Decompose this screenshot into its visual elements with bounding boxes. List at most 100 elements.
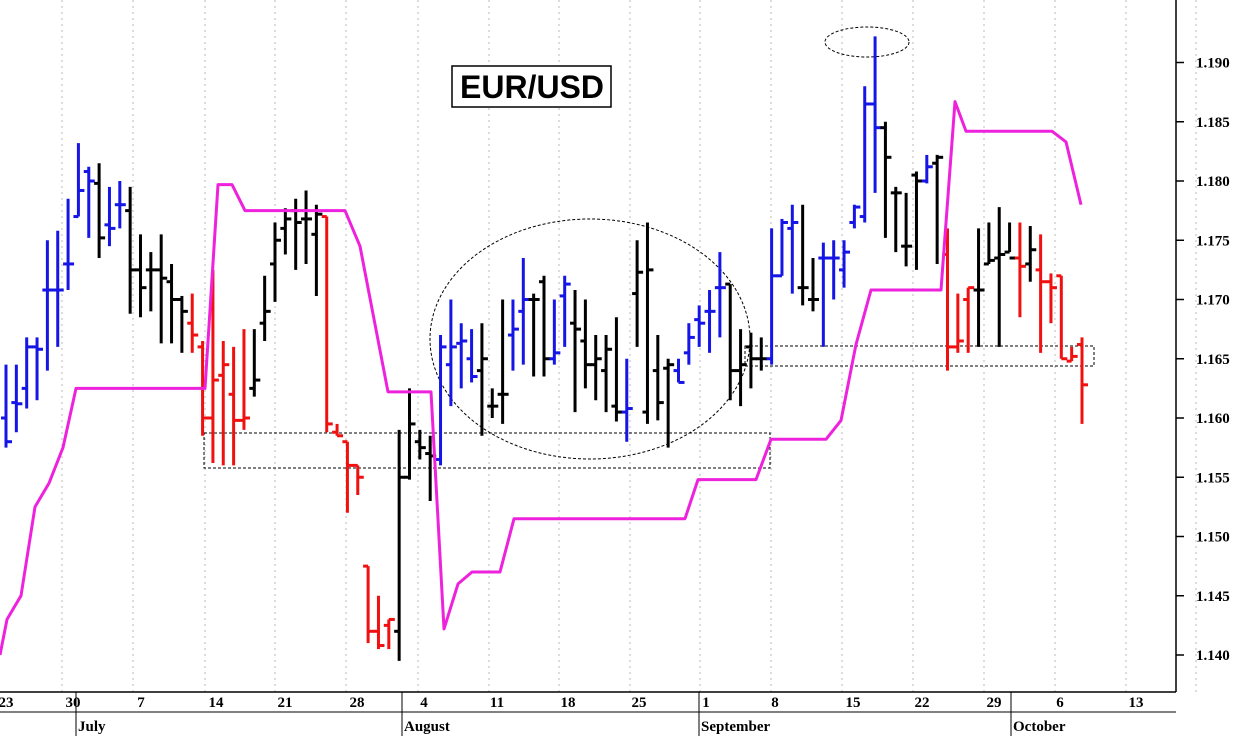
ohlc-bar [901, 192, 913, 267]
ohlc-bar [973, 228, 985, 347]
ohlc-bar [963, 286, 975, 353]
ohlc-bar [735, 329, 747, 407]
ohlc-bar [114, 181, 126, 229]
ohlc-bar [21, 337, 33, 409]
ohlc-bar [332, 423, 344, 438]
ohlc-bar [797, 204, 809, 306]
peak-ellipse [824, 26, 910, 58]
y-tick-label: 1.175 [1196, 233, 1230, 249]
ohlc-bar [714, 252, 726, 338]
ohlc-bar [176, 295, 188, 353]
x-tick-label: 8 [771, 695, 779, 711]
support-box-september [744, 345, 1095, 367]
ohlc-bar [1, 364, 12, 448]
ohlc-bar [166, 263, 178, 344]
y-tick-labels: 1.140 1.145 1.150 1.155 1.160 1.165 1.170 1.175… [1176, 56, 1230, 664]
ohlc-bar [301, 190, 313, 264]
ohlc-bar [870, 36, 882, 193]
ohlc-bar [238, 329, 250, 430]
y-tick-label: 1.150 [1196, 530, 1230, 546]
x-tick-label: 30 [66, 695, 81, 711]
ohlc-bar [911, 171, 923, 270]
ohlc-bar [228, 346, 240, 466]
support-box-august [203, 432, 771, 469]
x-tick-label: 14 [209, 695, 225, 711]
ohlc-bar [94, 163, 106, 259]
ohlc-bar [1004, 222, 1016, 260]
ohlc-bar [570, 290, 582, 413]
ohlc-bar [311, 204, 323, 296]
y-tick-label: 1.160 [1196, 411, 1230, 427]
ohlc-bar [456, 323, 468, 389]
month-labels: July August September October [75, 692, 1066, 736]
ohlc-bar [828, 240, 840, 300]
ohlc-bar [528, 293, 540, 377]
ohlc-bar [270, 222, 281, 302]
ohlc-bar [766, 228, 778, 365]
ohlc-bar [42, 240, 54, 371]
ohlc-bar [83, 166, 95, 238]
x-tick-label: 15 [846, 695, 861, 711]
y-tick-label: 1.155 [1196, 470, 1230, 486]
ohlc-bar [394, 429, 406, 661]
ohlc-bar [404, 388, 416, 480]
price-bars [1, 36, 1088, 661]
ohlc-bar [63, 198, 75, 291]
ohlc-bar [518, 258, 530, 365]
ohlc-bar [818, 242, 830, 347]
x-tick-label: 1 [702, 695, 710, 711]
ohlc-bar [104, 186, 116, 247]
ohlc-bar [1066, 346, 1078, 363]
ohlc-bar [611, 317, 623, 422]
x-tick-label: 29 [987, 695, 1002, 711]
ohlc-bar [497, 299, 509, 424]
y-tick-label: 1.140 [1196, 648, 1230, 664]
x-tick-label: 7 [137, 695, 145, 711]
ohlc-bar [859, 86, 871, 223]
ohlc-bar [663, 358, 675, 448]
ohlc-bar [373, 595, 385, 650]
y-tick-label: 1.145 [1196, 589, 1230, 605]
x-tick-label: 25 [632, 695, 647, 711]
ohlc-bar [1045, 273, 1057, 324]
x-tick-label: 28 [350, 695, 365, 711]
ohlc-bar [363, 564, 375, 644]
ohlc-bar [11, 364, 23, 433]
ohlc-bar [32, 337, 44, 401]
ohlc-bar [642, 222, 654, 424]
ohlc-bar [808, 258, 819, 312]
ohlc-bar [280, 208, 292, 255]
ohlc-bar [125, 186, 137, 314]
title-frame [451, 65, 612, 108]
ohlc-bar [321, 215, 333, 433]
ohlc-bar [994, 207, 1006, 347]
ohlc-bar [632, 240, 644, 347]
ohlc-bar [414, 429, 426, 460]
x-tick-labels: 23 30 7 14 21 28 4 11 18 25 1 8 15 22 29 6 13 [0, 695, 1144, 711]
month-label: July [78, 719, 106, 735]
x-tick-label: 18 [561, 695, 576, 711]
ohlc-bar [135, 234, 147, 318]
ohlc-bar [187, 293, 199, 353]
ohlc-bar [352, 463, 364, 496]
right-axis: 1.140 1.145 1.150 1.155 1.160 1.165 1.170 1.175… [1175, 0, 1230, 692]
month-label: October [1013, 719, 1066, 735]
ohlc-bar [466, 329, 478, 383]
y-tick-label: 1.180 [1196, 174, 1230, 190]
ohlc-bar [683, 323, 695, 365]
ohlc-bar [435, 335, 447, 466]
ohlc-bar [890, 186, 902, 253]
ohlc-bar [156, 234, 168, 344]
ohlc-bar [839, 240, 851, 288]
x-tick-label: 21 [278, 695, 293, 711]
ohlc-bar [1014, 222, 1026, 318]
ohlc-bar [921, 154, 933, 184]
y-tick-label: 1.170 [1196, 293, 1230, 309]
ohlc-bar [1056, 274, 1068, 361]
vertical-grid [61, 0, 1197, 692]
y-tick-label: 1.185 [1196, 115, 1230, 131]
ohlc-bar [342, 440, 354, 513]
ohlc-bar [259, 275, 271, 341]
ohlc-bar [983, 222, 995, 266]
